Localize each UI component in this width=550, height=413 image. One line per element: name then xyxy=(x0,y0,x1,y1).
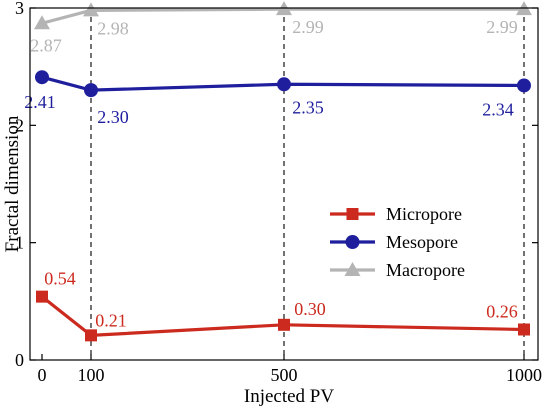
series-line-macropore xyxy=(41,7,524,25)
point-micropore xyxy=(278,318,290,331)
legend-marker-micropore xyxy=(346,208,359,220)
y-tick-label: 2 xyxy=(15,115,24,135)
point-macropore xyxy=(83,2,99,17)
data-label-micropore: 0.26 xyxy=(486,301,518,321)
legend-label-micropore: Micropore xyxy=(386,204,462,224)
data-label-macropore: 2.98 xyxy=(97,18,129,38)
series-layer xyxy=(34,1,532,342)
x-axis-label: Injected PV xyxy=(244,386,335,407)
data-label-micropore: 0.30 xyxy=(294,299,326,319)
data-label-mesopore: 2.35 xyxy=(292,97,324,117)
x-tick-label: 1000 xyxy=(506,365,542,385)
data-label-macropore: 2.99 xyxy=(486,17,518,37)
data-label-mesopore: 2.34 xyxy=(482,99,514,119)
series-line-mesopore xyxy=(41,75,525,92)
point-mesopore xyxy=(35,70,49,85)
x-tick-label: 500 xyxy=(271,365,298,385)
x-tick-label: 0 xyxy=(38,365,47,385)
legend: Micropore Mesopore Macropore xyxy=(330,204,465,280)
legend-label-macropore: Macropore xyxy=(386,260,465,280)
point-micropore xyxy=(36,290,48,303)
data-label-mesopore: 2.30 xyxy=(97,107,129,127)
data-label-macropore: 2.87 xyxy=(30,35,62,55)
y-tick-label: 1 xyxy=(15,233,24,253)
x-tick-label: 100 xyxy=(78,365,105,385)
y-axis-ticks: 0 1 2 3 xyxy=(15,0,538,370)
x-axis-ticks: 0 100 500 1000 xyxy=(38,354,542,385)
y-axis-label: Fractal dimension xyxy=(2,115,23,252)
point-macropore xyxy=(34,15,50,30)
data-label-mesopore: 2.41 xyxy=(24,92,56,112)
y-tick-label: 0 xyxy=(15,350,24,370)
data-label-macropore: 2.99 xyxy=(292,17,324,37)
reference-lines xyxy=(90,8,525,360)
legend-label-mesopore: Mesopore xyxy=(386,232,458,252)
y-tick-label: 3 xyxy=(15,0,24,18)
data-labels: 0.54 0.21 0.30 0.26 2.41 2.30 2.35 2.34 2.87 2.98… xyxy=(24,17,518,330)
legend-marker-macropore xyxy=(344,262,361,276)
point-micropore xyxy=(85,329,97,342)
point-micropore xyxy=(518,323,530,336)
point-mesopore xyxy=(84,83,98,98)
series-line-micropore xyxy=(41,295,525,337)
point-mesopore xyxy=(277,77,291,92)
point-mesopore xyxy=(517,78,531,93)
data-label-micropore: 0.21 xyxy=(95,310,127,330)
legend-marker-mesopore xyxy=(345,235,360,249)
data-label-micropore: 0.54 xyxy=(44,269,76,289)
